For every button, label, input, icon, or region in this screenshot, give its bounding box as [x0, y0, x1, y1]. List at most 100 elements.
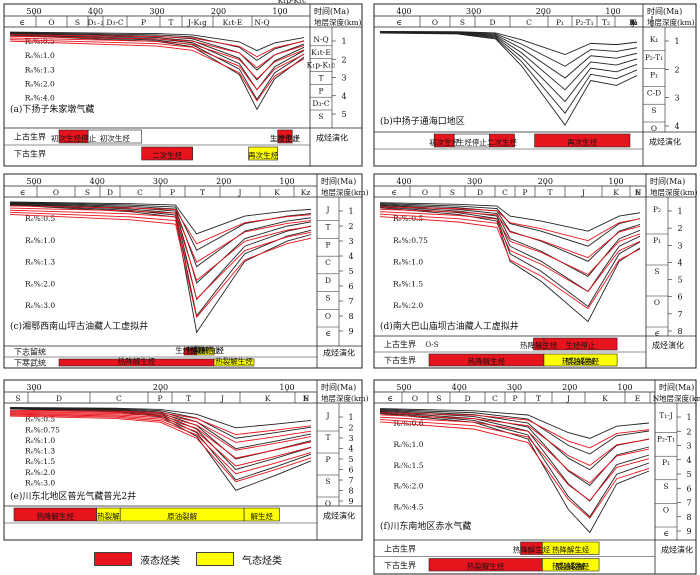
panel-d-depth-tick: 6 — [677, 293, 682, 302]
panel-a-strat-unit: D₃-C — [312, 99, 330, 108]
panel-d-period: C — [502, 188, 508, 197]
panel-a-time-tick: 200 — [211, 7, 226, 16]
panel-c-strat-unit: T — [325, 223, 330, 232]
panel-c-strat-unit: P — [325, 240, 330, 249]
panel-b-burial-curve — [379, 31, 638, 67]
panel-f-depth-tick: 1 — [686, 413, 691, 422]
panel-a-evo-bar — [277, 129, 293, 144]
panel-a-time-tick: 300 — [149, 7, 164, 16]
panel-d-evo-bar-text: 热降解生烃 — [468, 356, 506, 366]
panel-d-period: O — [422, 188, 428, 197]
panel-d-depth-tick: 1 — [677, 207, 682, 216]
panel-c-caption: (c)湘鄂西南山坪古油藏人工虚拟井 — [10, 320, 148, 332]
panel-d-time-tick: 300 — [467, 177, 482, 186]
panel-f-time-label: 时间(Ma) — [659, 382, 694, 392]
panel-f-ro-isoline — [379, 416, 650, 484]
panel-d-depth-tick: 8 — [677, 327, 682, 336]
panel-d-burial-curve — [379, 207, 641, 323]
panel-e-period: S — [15, 394, 20, 403]
panel-f-period: ∈ — [387, 394, 393, 403]
panel-a-period: T — [168, 18, 173, 27]
panel-f-strat-unit: O — [663, 505, 669, 514]
panel-b-burial-curve — [379, 31, 638, 79]
panel-a-period: P — [141, 18, 146, 27]
legend-gas-swatch — [196, 552, 234, 566]
panel-c-ro-isoline — [9, 211, 312, 300]
panel-b-time-tick: 200 — [536, 7, 551, 16]
panel-e-time-tick: 300 — [26, 383, 41, 392]
panel-b-period: K₂ — [629, 18, 638, 27]
panel-a-evo-row-label: 上古生界 — [14, 132, 46, 142]
panel-a-evo-bar-text: 再次生烃 — [248, 150, 278, 160]
panel-b-evo-bar — [534, 133, 631, 148]
panel-a-strat-unit: S — [318, 112, 323, 121]
panel-b-evo-bar-text: 二次生烃 — [487, 137, 517, 147]
panel-e-ro-isoline — [9, 409, 312, 435]
legend-liquid: 液态烃类 — [94, 550, 180, 568]
panel-f-period: C — [492, 394, 498, 403]
panel-d-burial-curve — [379, 205, 641, 293]
panel-c-time-tick: 500 — [26, 177, 41, 186]
panel-d-evo-row-label: 上古生界 — [384, 339, 416, 349]
panel-a-burial-curve — [9, 33, 305, 91]
panel-f-ro-label: Rₒ%:1.5 — [393, 461, 423, 470]
panel-d-period: S — [450, 188, 455, 197]
panel-f-strat-unit: T₁-J — [659, 411, 673, 420]
panel-d-evo-bar-text: 热裂解生烃 — [562, 356, 600, 366]
panel-a-depth-tick: 4 — [341, 92, 346, 101]
panel-e-ro-isoline — [9, 411, 312, 451]
panel-a-ro-label: Rₒ%:1.3 — [25, 65, 55, 74]
panel-a-ro-label: Rₒ%:1.0 — [25, 51, 55, 60]
panel-b-caption: (b)中扬子通海口地区 — [380, 115, 465, 127]
panel-c-burial-curve — [9, 202, 312, 251]
panel-c-ro-label: Rₒ%:0.5 — [25, 214, 55, 223]
panel-a-strat-unit: P — [318, 86, 323, 95]
panel-c-evo-bar-text: 生烃停止 — [190, 345, 220, 355]
panel-b-evo-bar — [489, 133, 515, 148]
panel-c-time-tick: 300 — [153, 177, 168, 186]
panel-e-evo-label: 成烃演化 — [323, 511, 355, 521]
panel-b-period: P₂-T₁ — [575, 18, 593, 27]
panel-e-burial-curve — [9, 407, 312, 439]
panel-c-ro-isoline — [9, 207, 312, 263]
panel-e-strat-unit: T — [325, 433, 330, 442]
panel-e-ro-isoline — [9, 413, 312, 467]
panel-d-ro-isoline — [379, 208, 641, 259]
panel-a-strat-unit: K₁t-E — [311, 48, 331, 57]
panel-a-burial-curve — [9, 33, 305, 81]
panel-b-strat-unit: O — [651, 124, 657, 133]
panel-e-evo-bar — [243, 507, 280, 522]
legend-liquid-swatch — [94, 552, 132, 566]
panel-f-ro-isoline — [379, 414, 650, 466]
panel-a-ro-isoline — [9, 37, 305, 80]
panel-c-strat-unit: S — [325, 294, 330, 303]
panel-b-burial-curve — [379, 31, 638, 55]
panel-b-evo-bar-text: 初次生烃 — [429, 137, 459, 147]
panel-a-evo-label: 成烃演化 — [316, 133, 348, 143]
panel-b-period: K₁ — [629, 18, 638, 27]
panel-b-period: P₁ — [556, 18, 564, 27]
panel-d-evo-sub-label: O-S — [425, 341, 438, 349]
panel-f-evo-bar-text: 热裂解生烃 — [552, 561, 590, 571]
panel-b-period: T₂ — [602, 18, 610, 27]
panel-f-burial-curve — [379, 410, 650, 486]
panel-c-strat-unit: J — [325, 205, 329, 214]
panel-a-period: D₃-C — [106, 18, 124, 27]
panel-b-evo-bar-text: 生烃停止 — [457, 137, 487, 147]
panel-e-time-tick: 100 — [279, 383, 294, 392]
panel-f-strat-unit: P₂-T₁ — [657, 435, 675, 444]
panel-a-ro-label: Rₒ%:0.5 — [25, 37, 55, 46]
panel-e-depth-tick: 6 — [348, 466, 353, 475]
panel-a-time-tick: 100 — [272, 7, 287, 16]
panel-c-burial-curve — [9, 201, 312, 235]
panel-c-time-tick: 400 — [90, 177, 105, 186]
panel-c-evo-label: 成烃演化 — [323, 348, 355, 358]
panel-a-ro-isoline — [9, 40, 305, 102]
panel-a-depth-label-full: 地层深度(km) — [314, 17, 362, 27]
panel-c-period: C — [137, 188, 143, 197]
panel-d-evo-bar-text: 生烃停止 — [566, 340, 596, 350]
panel-e-strat-unit: P — [325, 455, 330, 464]
panel-e-depth-tick: 3 — [348, 434, 353, 443]
panel-c-depth-tick: 2 — [348, 222, 353, 231]
panel-d-strat-unit: O — [654, 298, 660, 307]
